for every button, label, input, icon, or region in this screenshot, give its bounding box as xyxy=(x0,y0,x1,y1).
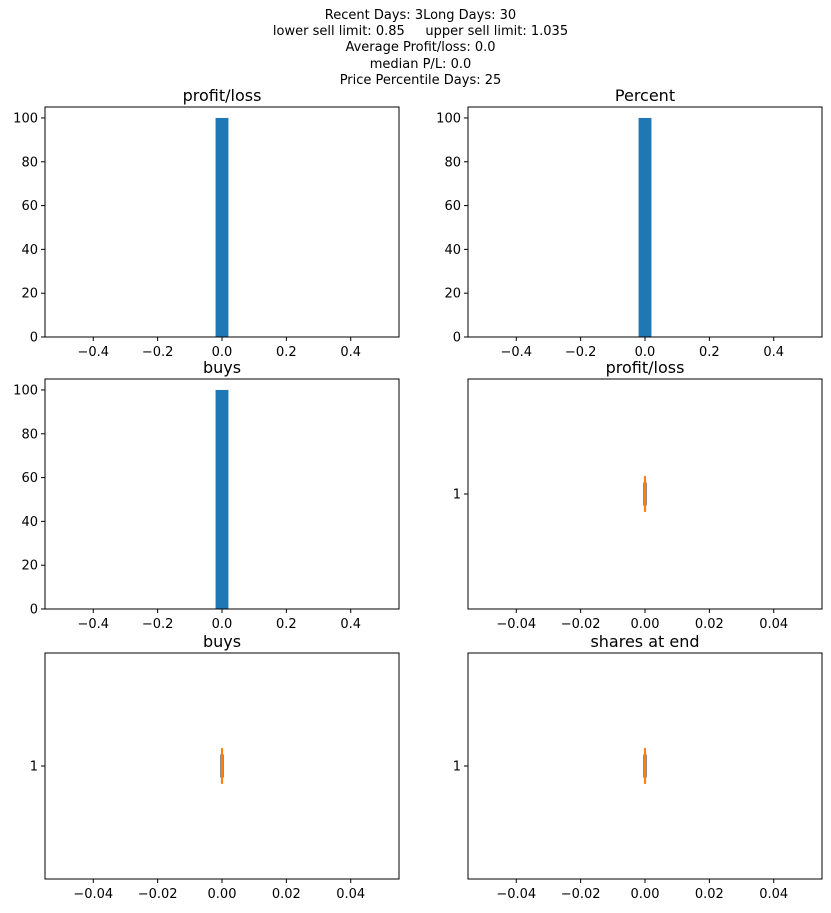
suptitle-line: lower sell limit: 0.85 upper sell limit:… xyxy=(272,24,569,40)
axes-frame xyxy=(467,378,823,610)
y-tick-label: 20 xyxy=(21,287,38,302)
y-tick-label: 0 xyxy=(30,331,38,346)
subplot-4: profit/loss 1 −0.04 −0.02 0.00 0.02 0.04 xyxy=(453,358,823,632)
figure-suptitle: Recent Days: 3Long Days: 30 lower sell l… xyxy=(0,8,831,89)
subplot-title: Percent xyxy=(615,86,675,105)
axes-frame xyxy=(467,106,823,338)
y-tick-label: 60 xyxy=(21,471,38,486)
x-tick-label: −0.2 xyxy=(142,345,174,360)
x-tick-label: −0.04 xyxy=(496,887,536,902)
suptitle-line: Recent Days: 3Long Days: 30 xyxy=(324,8,517,23)
y-tick-label: 40 xyxy=(444,243,461,258)
x-tick-label: −0.4 xyxy=(77,617,109,632)
x-tick-label: −0.04 xyxy=(73,887,113,902)
subplot-title: profit/loss xyxy=(183,86,262,105)
subplot-title: shares at end xyxy=(590,632,699,651)
histogram-bar xyxy=(215,117,229,337)
x-tick-label: 0.2 xyxy=(699,345,720,360)
x-tick-label: 0.2 xyxy=(276,617,297,632)
x-tick-label: 0.04 xyxy=(336,887,365,902)
y-tick-label: 0 xyxy=(453,331,461,346)
y-tick-label: 60 xyxy=(444,199,461,214)
x-tick-label: 0.04 xyxy=(759,887,788,902)
x-tick-label: −0.2 xyxy=(565,345,597,360)
x-tick-label: 0.00 xyxy=(631,617,660,632)
x-tick-label: 0.02 xyxy=(695,887,724,902)
y-tick-label: 100 xyxy=(13,111,38,126)
x-tick-label: 0.0 xyxy=(212,617,233,632)
x-tick-label: 0.4 xyxy=(340,617,361,632)
x-tick-label: 0.0 xyxy=(212,345,233,360)
y-tick-label: 1 xyxy=(30,760,38,775)
subplot-title: profit/loss xyxy=(606,358,685,377)
y-tick-label: 100 xyxy=(13,383,38,398)
y-tick-label: 40 xyxy=(21,243,38,258)
axes-frame xyxy=(44,652,400,880)
y-tick-label: 1 xyxy=(453,488,461,503)
x-tick-label: −0.02 xyxy=(561,617,601,632)
suptitle-line: median P/L: 0.0 xyxy=(369,56,472,72)
x-tick-label: 0.4 xyxy=(340,345,361,360)
y-tick-label: 20 xyxy=(21,559,38,574)
x-tick-label: 0.00 xyxy=(208,887,237,902)
subplot-1: profit/loss 0 20 40 60 80 100 −0.4 −0.2 0.0 0.2 0.4 xyxy=(13,86,400,360)
y-tick-label: 1 xyxy=(453,760,461,775)
histogram-bar xyxy=(638,117,652,337)
x-tick-label: 0.04 xyxy=(759,617,788,632)
axes-frame xyxy=(44,378,400,610)
axes-frame xyxy=(467,652,823,880)
x-tick-label: −0.4 xyxy=(500,345,532,360)
y-tick-label: 80 xyxy=(21,427,38,442)
x-tick-label: −0.2 xyxy=(142,617,174,632)
x-tick-label: 0.02 xyxy=(272,887,301,902)
subplot-title: buys xyxy=(203,358,241,377)
x-tick-label: −0.04 xyxy=(496,617,536,632)
y-tick-label: 40 xyxy=(21,515,38,530)
subplot-6: shares at end 1 −0.04 −0.02 0.00 0.02 0.04 xyxy=(453,632,823,902)
suptitle-line: Price Percentile Days: 25 xyxy=(339,72,502,88)
x-tick-label: −0.02 xyxy=(561,887,601,902)
x-tick-label: 0.0 xyxy=(635,345,656,360)
x-tick-label: −0.02 xyxy=(138,887,178,902)
y-tick-label: 60 xyxy=(21,199,38,214)
subplot-5: buys 1 −0.04 −0.02 0.00 0.02 0.04 xyxy=(30,632,400,902)
x-tick-label: 0.02 xyxy=(695,617,724,632)
subplot-2: Percent 0 20 40 60 80 100 −0.4 −0.2 0.0 0.2 0.4 xyxy=(436,86,823,360)
subplot-title: buys xyxy=(203,632,241,651)
y-tick-label: 100 xyxy=(436,111,461,126)
x-tick-label: 0.4 xyxy=(763,345,784,360)
histogram-bar xyxy=(215,389,229,609)
y-tick-label: 0 xyxy=(30,603,38,618)
x-tick-label: −0.4 xyxy=(77,345,109,360)
x-tick-label: 0.2 xyxy=(276,345,297,360)
y-tick-label: 80 xyxy=(444,155,461,170)
subplot-3: buys 0 20 40 60 80 100 −0.4 −0.2 0.0 0.2 0.4 xyxy=(13,358,400,632)
axes-frame xyxy=(44,106,400,338)
y-tick-label: 20 xyxy=(444,287,461,302)
suptitle-line: Average Profit/loss: 0.0 xyxy=(345,40,496,56)
y-tick-label: 80 xyxy=(21,155,38,170)
x-tick-label: 0.00 xyxy=(631,887,660,902)
